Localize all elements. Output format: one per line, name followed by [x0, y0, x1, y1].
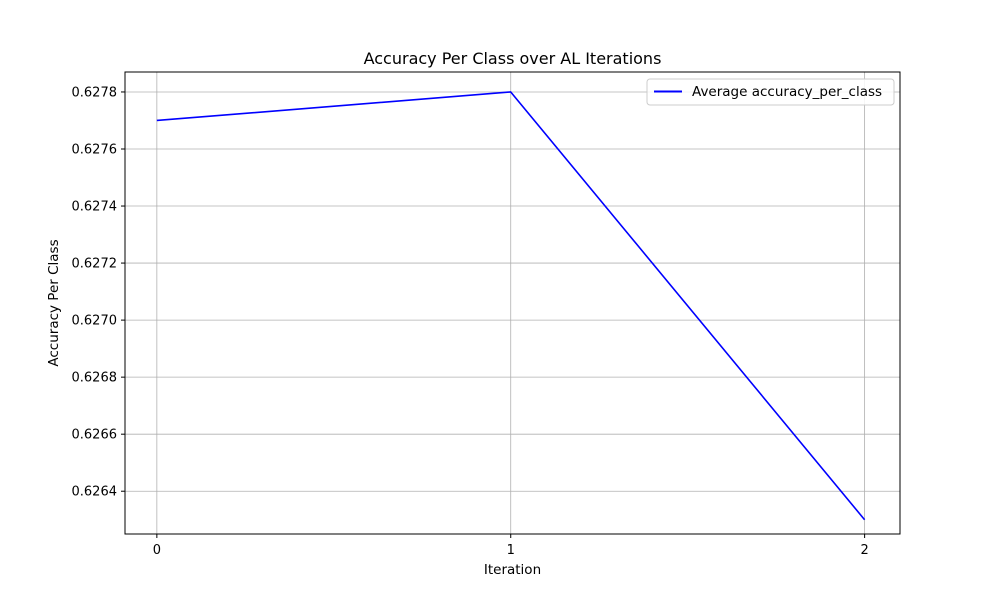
series-layer — [156, 91, 866, 521]
x-tick-label: 2 — [860, 543, 868, 558]
y-tick-label: 0.6268 — [72, 371, 118, 386]
y-tick-label: 0.6270 — [72, 314, 118, 329]
y-tick-label: 0.6276 — [72, 143, 118, 158]
legend-box — [646, 78, 895, 106]
y-tick-label: 0.6264 — [72, 485, 118, 500]
grid — [125, 72, 900, 534]
axis-ticks: 0.6264 0.6266 0.6268 0.6270 0.6272 0.6274 0.62… — [72, 85, 869, 558]
legend: Average accuracy_per_class — [646, 78, 895, 106]
y-tick-label: 0.6274 — [72, 200, 118, 215]
series-line-0 — [156, 91, 866, 521]
plot-frame — [124, 71, 901, 535]
y-tick-label: 0.6278 — [72, 85, 118, 100]
y-tick-label: 0.6272 — [72, 257, 118, 272]
x-axis-label: Iteration — [484, 562, 541, 578]
y-axis-label: Accuracy Per Class — [46, 239, 62, 366]
chart-title: Accuracy Per Class over AL Iterations — [364, 49, 662, 68]
y-tick-label: 0.6266 — [72, 428, 118, 443]
x-tick-label: 1 — [507, 543, 515, 558]
legend-label: Average accuracy_per_class — [692, 84, 882, 100]
x-tick-label: 0 — [153, 543, 161, 558]
